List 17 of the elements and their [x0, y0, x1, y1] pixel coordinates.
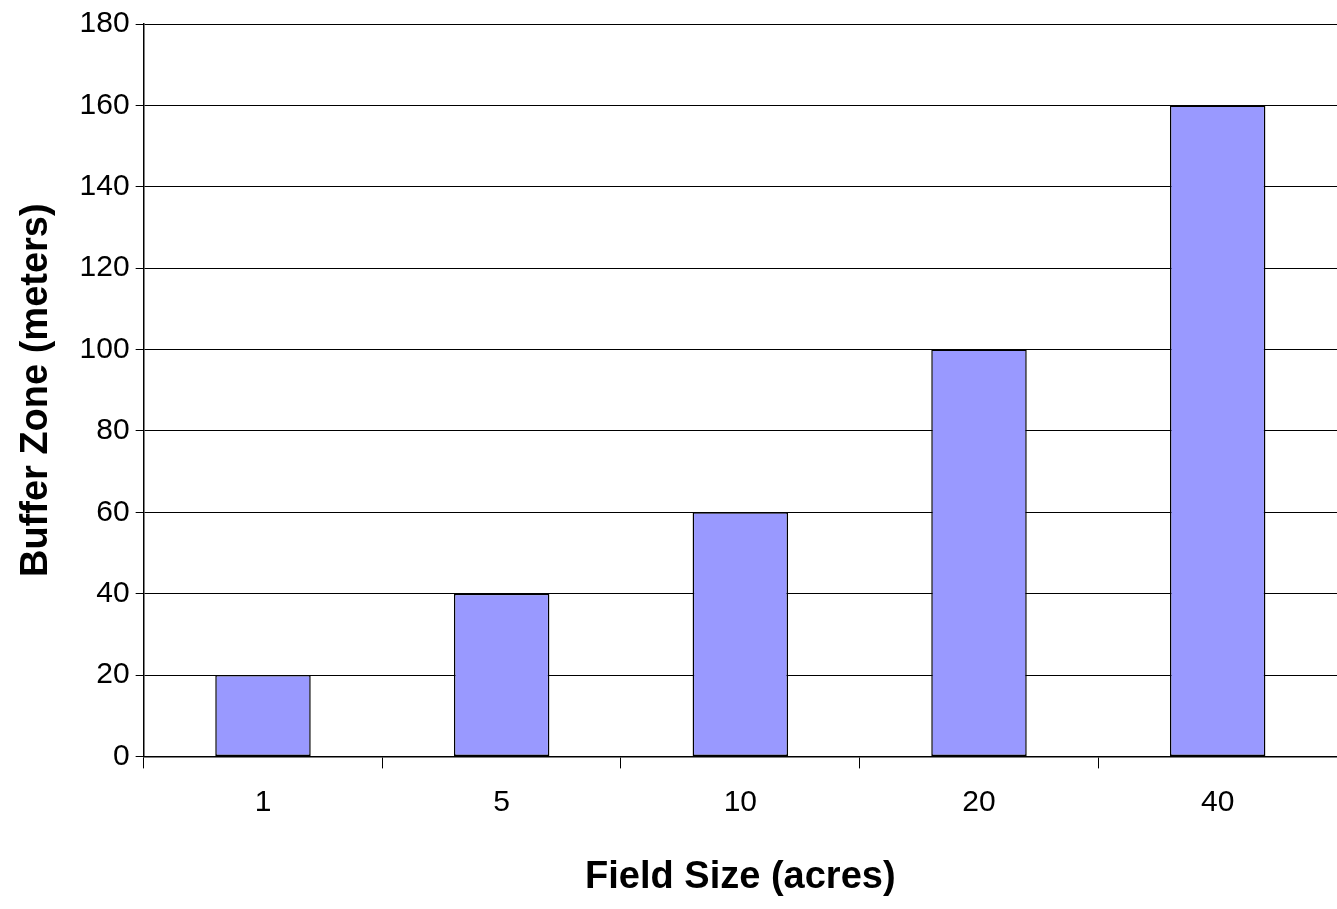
y-tick-label: 100 — [79, 330, 130, 364]
y-tick-label: 0 — [112, 737, 130, 771]
y-tick-label: 40 — [96, 574, 130, 608]
x-tick-label: 20 — [962, 783, 996, 817]
y-tick-label: 120 — [79, 249, 130, 283]
x-tick-label: 10 — [723, 783, 758, 817]
y-tick-label: 180 — [79, 5, 130, 39]
y-axis-title: Buffer Zone (meters) — [13, 203, 56, 578]
x-axis-title: Field Size (acres) — [585, 853, 896, 896]
y-tick-label: 160 — [79, 86, 130, 120]
x-tick-label: 5 — [493, 783, 510, 817]
y-tick-label: 80 — [96, 412, 130, 446]
y-tick-label: 140 — [79, 168, 130, 202]
x-tick-label: 40 — [1200, 783, 1235, 817]
y-tick-label: 60 — [96, 493, 130, 527]
x-tick-label: 1 — [254, 783, 272, 817]
y-tick-label: 20 — [96, 656, 130, 690]
